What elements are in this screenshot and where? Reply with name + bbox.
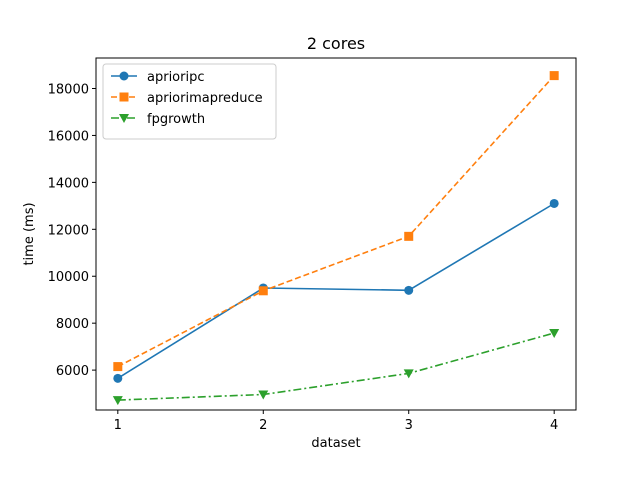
legend: aprioripc apriorimapreduce fpgrowth (102, 63, 277, 140)
legend-box (102, 63, 277, 140)
data-point-apriorimapreduce (404, 231, 414, 241)
axes-frame (95, 57, 577, 411)
data-point-fpgrowth (112, 396, 123, 406)
data-point-aprioripc (404, 285, 414, 295)
legend-marker-aprioripc (119, 71, 129, 81)
legend-label-apriorimapreduce: apriorimapreduce (147, 91, 263, 106)
data-point-aprioripc (113, 373, 123, 383)
data-point-apriorimapreduce (113, 362, 123, 372)
chart-title: 2 cores (307, 34, 365, 53)
data-point-fpgrowth (258, 390, 269, 400)
y-axis-label: time (ms) (22, 202, 37, 265)
x-tick-label: 4 (550, 418, 558, 433)
x-tick-label: 1 (114, 418, 122, 433)
series-line-apriorimapreduce (117, 75, 555, 368)
series-line-aprioripc (117, 202, 555, 379)
y-tick-label: 18000 (48, 83, 89, 98)
y-tick-label: 16000 (48, 129, 89, 144)
legend-marker-fpgrowth (119, 114, 129, 123)
y-tick-label: 8000 (56, 317, 89, 332)
data-point-fpgrowth (549, 329, 560, 339)
legend-marker-apriorimapreduce (119, 92, 129, 102)
y-tick-label: 14000 (48, 176, 89, 191)
y-tick-label: 12000 (48, 223, 89, 238)
plot-area: 1 2 3 4 6000 8000 10000 12000 14000 16000 18000 (48, 71, 560, 433)
x-tick-label: 2 (259, 418, 267, 433)
legend-label-fpgrowth: fpgrowth (147, 112, 205, 127)
data-point-aprioripc (549, 198, 559, 208)
x-tick-label: 3 (405, 418, 413, 433)
y-tick-label: 10000 (48, 270, 89, 285)
x-axis-label: dataset (311, 436, 360, 451)
data-point-apriorimapreduce (549, 71, 559, 81)
data-point-apriorimapreduce (258, 286, 268, 296)
series-line-fpgrowth (117, 332, 555, 401)
data-point-fpgrowth (403, 369, 414, 379)
legend-label-aprioripc: aprioripc (147, 70, 204, 85)
y-tick-label: 6000 (56, 364, 89, 379)
